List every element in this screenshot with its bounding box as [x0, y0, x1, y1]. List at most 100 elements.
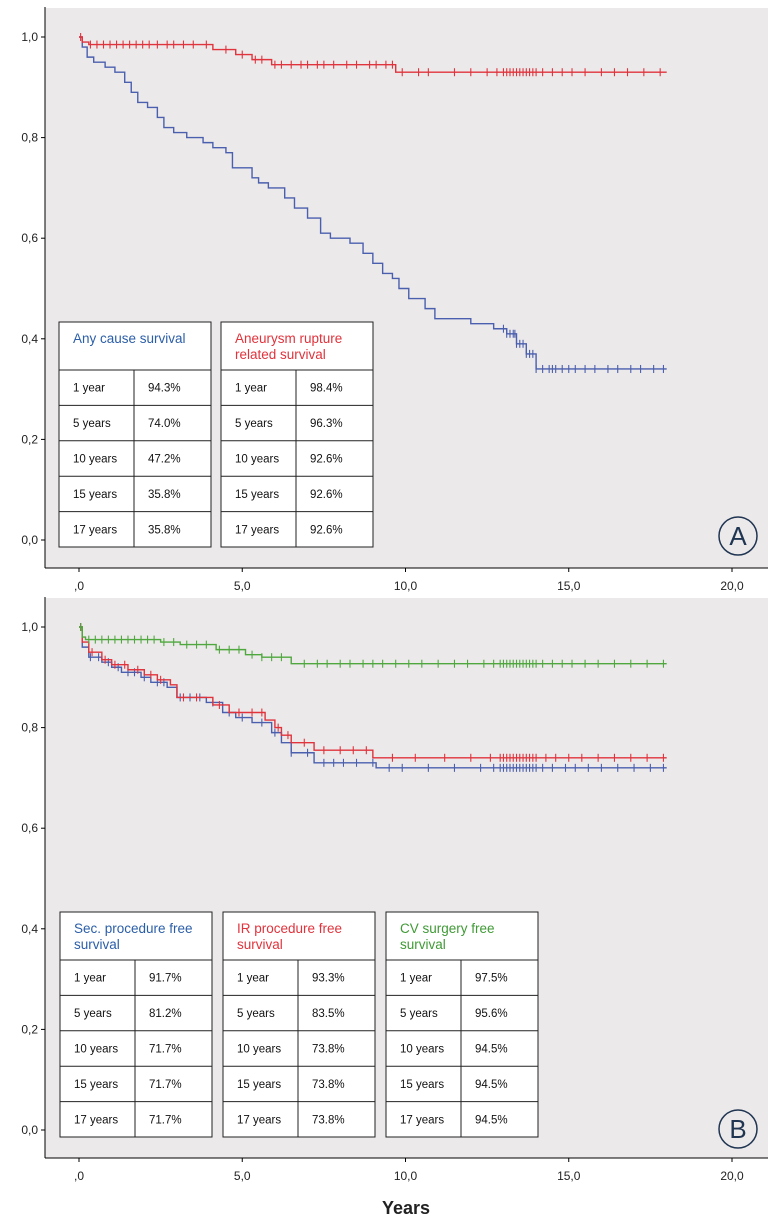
panel-letter-a-badge: A — [718, 516, 758, 556]
table-cell-value: 95.6% — [475, 1008, 508, 1020]
table-cell-period: 10 years — [74, 1044, 118, 1056]
table-cell-period: 5 years — [73, 418, 111, 430]
table-frame — [59, 911, 213, 1138]
table-cell-period: 15 years — [237, 1079, 281, 1091]
table-title: survival — [74, 937, 120, 952]
table-cell-value: 74.0% — [148, 418, 181, 430]
survival-curve — [79, 626, 667, 759]
table-cell-value: 83.5% — [312, 1008, 345, 1020]
x-tick-label: 10,0 — [394, 1169, 418, 1183]
table-cell-value: 71.7% — [149, 1079, 182, 1091]
y-tick-label: 0,0 — [21, 533, 38, 547]
survival-curve — [79, 626, 667, 665]
table-cell-period: 5 years — [74, 1008, 112, 1020]
series-cv-surgery-free-survival — [79, 623, 667, 668]
table-cell-value: 94.3% — [148, 383, 181, 395]
curves-b — [79, 623, 667, 772]
table-cell-value: 92.6% — [310, 489, 343, 501]
table-cell-period: 1 year — [400, 973, 432, 985]
panel-letter-b: B — [729, 1114, 746, 1144]
panel-a: 0,0 0,2 0,4 0,6 0,8 1,0 ,0 5,0 10,0 15,0 20,0 Any … — [21, 7, 768, 593]
table-cell-period: 1 year — [73, 383, 105, 395]
table-cell-period: 17 years — [235, 524, 279, 536]
y-tick-label: 1,0 — [21, 30, 38, 44]
table-cell-value: 94.5% — [475, 1044, 508, 1056]
table-cell-period: 10 years — [237, 1044, 281, 1056]
series-aneurysm-rupture-related-survival — [79, 33, 667, 77]
table-cell-period: 1 year — [237, 973, 269, 985]
table-cell-period: 1 year — [74, 973, 106, 985]
table-cell-value: 97.5% — [475, 973, 508, 985]
x-tick-label: 5,0 — [234, 579, 251, 593]
table-cell-period: 15 years — [235, 489, 279, 501]
x-axis-title: Years — [382, 1198, 430, 1218]
curves-a — [79, 33, 667, 373]
table-title: Sec. procedure free — [74, 921, 193, 936]
y-tick-label: 0,6 — [21, 821, 38, 835]
table-cell-value: 94.5% — [475, 1114, 508, 1126]
table-cell-value: 91.7% — [149, 973, 182, 985]
table-cell-period: 10 years — [400, 1044, 444, 1056]
x-tick-label: 20,0 — [720, 579, 744, 593]
panel-letter-a: A — [729, 521, 747, 551]
table-cell-value: 47.2% — [148, 454, 181, 466]
panel-letter-b-badge: B — [718, 1109, 758, 1149]
table-cell-value: 92.6% — [310, 524, 343, 536]
x-tick-label: 20,0 — [720, 1169, 744, 1183]
table-cell-value: 93.3% — [312, 973, 345, 985]
table-cell-value: 96.3% — [310, 418, 343, 430]
table-frame — [385, 911, 539, 1138]
axes-b: 0,0 0,2 0,4 0,6 0,8 1,0 ,0 5,0 10,0 15,0 20,0 — [21, 597, 768, 1183]
table-title: survival — [400, 937, 446, 952]
table-cell-period: 10 years — [235, 454, 279, 466]
table-cell-period: 5 years — [237, 1008, 275, 1020]
table-cell-period: 15 years — [74, 1079, 118, 1091]
table-cell-period: 15 years — [73, 489, 117, 501]
table-cell-period: 17 years — [74, 1114, 118, 1126]
y-tick-label: 1,0 — [21, 620, 38, 634]
table-cell-value: 73.8% — [312, 1114, 345, 1126]
table-cell-period: 10 years — [73, 454, 117, 466]
x-tick-label: 5,0 — [234, 1169, 251, 1183]
y-tick-label: 0,4 — [21, 332, 38, 346]
table-title: IR procedure free — [237, 921, 342, 936]
table-cell-period: 5 years — [400, 1008, 438, 1020]
table-frame — [58, 321, 212, 548]
table-cell-value: 92.6% — [310, 454, 343, 466]
table-frame — [220, 321, 374, 548]
table-title: related survival — [235, 347, 326, 362]
table-cell-value: 73.8% — [312, 1079, 345, 1091]
table-frame — [222, 911, 376, 1138]
table-cell-period: 1 year — [235, 383, 267, 395]
table-cell-value: 73.8% — [312, 1044, 345, 1056]
table-cell-period: 15 years — [400, 1079, 444, 1091]
survival-table: Any cause survival 1 year 94.3% 5 years 74.0… — [58, 321, 212, 548]
table-cell-value: 71.7% — [149, 1114, 182, 1126]
panel-b: 0,0 0,2 0,4 0,6 0,8 1,0 ,0 5,0 10,0 15,0 20,0 Sec.… — [21, 597, 768, 1218]
table-title: CV surgery free — [400, 921, 495, 936]
y-tick-label: 0,2 — [21, 1022, 38, 1036]
table-cell-value: 71.7% — [149, 1044, 182, 1056]
tables-a: Any cause survival 1 year 94.3% 5 years 74.0… — [58, 321, 374, 548]
table-cell-value: 81.2% — [149, 1008, 182, 1020]
survival-curve — [79, 36, 667, 370]
table-cell-value: 98.4% — [310, 383, 343, 395]
table-cell-period: 5 years — [235, 418, 273, 430]
x-tick-label: ,0 — [74, 1169, 84, 1183]
series-any-cause-survival — [79, 36, 667, 373]
x-tick-label: 15,0 — [557, 579, 581, 593]
x-tick-label: 15,0 — [557, 1169, 581, 1183]
table-cell-value: 35.8% — [148, 524, 181, 536]
table-cell-period: 17 years — [73, 524, 117, 536]
y-tick-label: 0,2 — [21, 432, 38, 446]
table-cell-value: 35.8% — [148, 489, 181, 501]
y-tick-label: 0,6 — [21, 231, 38, 245]
y-tick-label: 0,8 — [21, 721, 38, 735]
table-title: Aneurysm rupture — [235, 331, 342, 346]
